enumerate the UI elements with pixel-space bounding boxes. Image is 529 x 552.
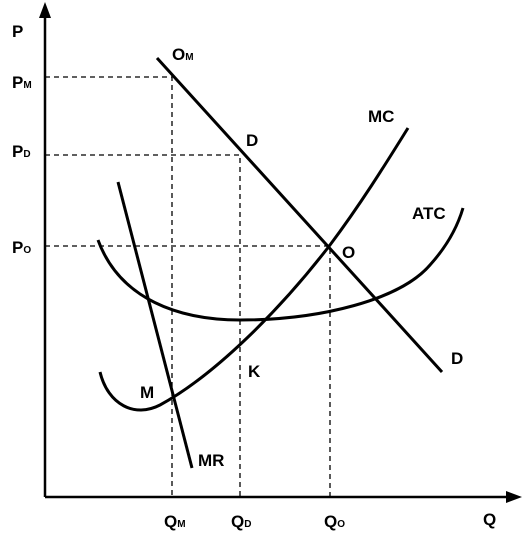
y-arrow [39, 2, 51, 18]
price-label: PD [12, 142, 31, 161]
demand-curve [155, 56, 444, 374]
point-label: M [140, 383, 154, 402]
quantity-label: QD [231, 512, 251, 531]
mr-curve [116, 181, 194, 469]
price-label: PM [12, 73, 32, 92]
mc-curve [98, 127, 410, 412]
guide-o [45, 245, 331, 497]
quantity-label: QO [324, 512, 345, 531]
quantity-label: QM [164, 512, 186, 531]
curve-label: D [451, 349, 463, 368]
point-label: O [342, 243, 355, 262]
atc-curve [96, 207, 465, 322]
point-label: D [246, 131, 258, 150]
price-label: PO [12, 238, 31, 257]
curve-label: ATC [412, 204, 446, 223]
x-axis-label: Q [483, 510, 496, 529]
guide-m [45, 76, 173, 497]
guide-d [45, 154, 241, 497]
point-label: OM [172, 45, 194, 64]
point-label: K [248, 362, 261, 381]
y-axis-label: P [12, 22, 23, 41]
curve-label: MC [368, 107, 394, 126]
x-arrow [506, 491, 522, 503]
curve-label: MR [198, 451, 224, 470]
